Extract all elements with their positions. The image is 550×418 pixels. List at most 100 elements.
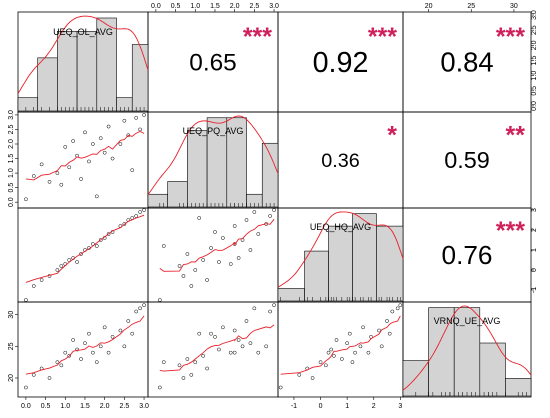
scatter-point [110, 334, 115, 339]
tick-label: 2.0 [230, 3, 240, 10]
scatter-point [326, 350, 331, 355]
scatter-point [90, 142, 95, 146]
smooth-line [280, 315, 401, 375]
scatter-point [197, 216, 202, 220]
scatter-point [177, 264, 182, 268]
scatter-point [79, 177, 83, 181]
correlation-value: 0.84 [440, 47, 493, 78]
scatter-point [94, 244, 99, 248]
scatter-point [209, 246, 213, 250]
tick-label: 0 [319, 403, 323, 410]
variable-name: UEQ_PQ_AVG [183, 126, 244, 136]
tick-label: 3.0 [139, 403, 149, 410]
scatter-point [398, 303, 403, 308]
scatter-point [213, 230, 217, 234]
scatter-point [90, 350, 95, 355]
tick-label: 0.5 [41, 403, 51, 410]
scatter-point [110, 156, 115, 161]
smooth-line [25, 130, 145, 181]
scatter-point [126, 133, 131, 138]
scatter-point [310, 376, 315, 380]
scatter-point [350, 360, 355, 365]
significance-stars: ** [506, 122, 526, 150]
scatter-point [118, 142, 123, 146]
scatter-point [334, 338, 339, 342]
scatter-point [297, 372, 302, 377]
scatter-point [130, 331, 135, 336]
tick-label: 2.0 [8, 139, 15, 149]
histogram-bar [96, 17, 117, 112]
scatter-point [157, 298, 162, 302]
scatter-point [278, 385, 283, 390]
histogram-bar [304, 250, 329, 302]
tick-label: 0.0 [8, 197, 15, 207]
tick-label: 1 [345, 403, 349, 410]
tick-label: 0.0 [21, 403, 31, 410]
scatter-point [161, 244, 166, 248]
scatter-point [122, 344, 127, 349]
significance-stars: *** [496, 23, 525, 51]
scatter-point [142, 303, 146, 308]
tick-label: -1 [291, 403, 297, 410]
scatter-point [87, 159, 91, 164]
scatter-point [55, 171, 60, 175]
tick-label: 3.0 [531, 10, 538, 20]
scatter-point [385, 319, 389, 323]
scatter-point [67, 165, 72, 170]
tick-label: 2.5 [249, 3, 259, 10]
scatter-point [252, 210, 257, 214]
scatter-point [268, 214, 272, 218]
histogram-bar [479, 342, 506, 397]
scatter-point [193, 360, 198, 365]
histogram-bar [57, 30, 78, 112]
smooth-line [159, 324, 275, 372]
scatter-point [252, 306, 257, 311]
tick-label: 3 [531, 208, 538, 212]
tick-label: 2.5 [8, 124, 15, 134]
significance-stars: *** [243, 23, 272, 51]
scatter-point [177, 363, 182, 368]
significance-stars: * [387, 122, 397, 150]
scatter-point [75, 260, 79, 264]
scatter-point [272, 208, 276, 212]
scatter-point [232, 224, 237, 228]
tick-label: 25 [8, 342, 15, 350]
scatter-point [201, 353, 206, 358]
scatter-point [201, 258, 206, 262]
scatter-point [217, 347, 221, 352]
tick-label: 3.0 [8, 110, 15, 120]
tick-label: 20 [425, 3, 433, 10]
scatter-point [106, 232, 111, 236]
tick-label: 2 [372, 403, 376, 410]
scatter-point [220, 325, 225, 330]
tick-label: 0.5 [531, 86, 538, 96]
tick-label: 2 [531, 228, 538, 232]
density-curve [17, 15, 149, 94]
scatter-point [59, 264, 64, 268]
scatter-point [347, 331, 352, 336]
tick-label: 30 [8, 311, 15, 319]
scatter-point [395, 306, 400, 311]
histogram-bar [131, 44, 149, 112]
scatter-point [228, 262, 233, 266]
density-curve [277, 211, 404, 288]
histogram-bar [376, 225, 404, 302]
scatter-point [189, 372, 194, 377]
scatter-point [138, 306, 142, 311]
scatter-point [209, 331, 213, 336]
scatter-point [185, 357, 190, 361]
scatter-point [361, 325, 365, 330]
variable-name: UEQ_HQ_AVG [310, 222, 371, 232]
tick-label: 20 [8, 374, 15, 382]
scatter-point [332, 353, 336, 358]
tick-label: 1.5 [8, 154, 15, 164]
scatter-point [329, 347, 334, 352]
histogram-bar [17, 97, 38, 112]
scatter-point [248, 341, 253, 346]
scatter-point [122, 222, 127, 226]
scatter-point [181, 376, 186, 380]
scatter-point [55, 360, 60, 365]
panel-contents: UEQ_OL_AVG UEQ_PQ_AVG UEQ_HQ_AVG VRNQ_UE_AV… [17, 15, 532, 397]
scatter-point [134, 309, 139, 314]
tick-label: 1.0 [8, 168, 15, 178]
